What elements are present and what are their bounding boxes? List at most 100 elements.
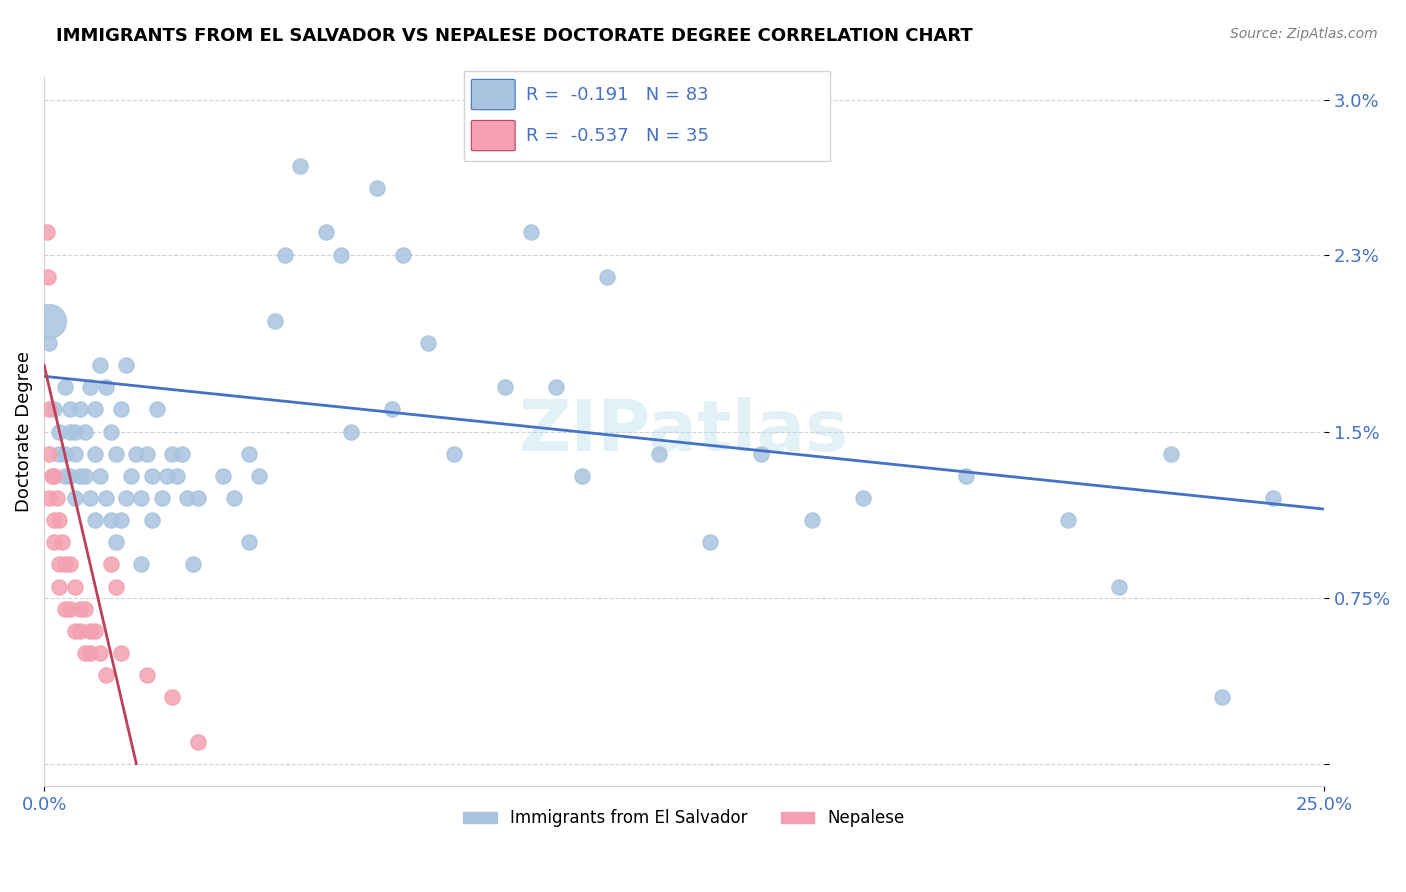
Point: [1261, 491, 1284, 505]
Point: [110, 402, 132, 417]
Point: [141, 513, 163, 527]
Point: [166, 469, 188, 483]
Point: [647, 447, 669, 461]
Point: [69, 601, 91, 615]
Point: [238, 447, 260, 461]
Point: [89, 469, 111, 483]
Point: [48, 513, 70, 527]
Point: [48, 425, 70, 439]
Point: [51, 535, 73, 549]
Point: [79, 646, 101, 660]
Point: [238, 535, 260, 549]
Point: [315, 226, 337, 240]
Point: [391, 247, 413, 261]
Point: [135, 447, 157, 461]
Point: [160, 447, 183, 461]
Point: [131, 491, 153, 505]
Point: [94, 668, 117, 682]
Point: [63, 425, 86, 439]
Point: [53, 469, 76, 483]
Point: [35, 226, 58, 240]
Point: [330, 247, 353, 261]
Point: [48, 558, 70, 572]
Point: [44, 513, 66, 527]
Point: [104, 580, 127, 594]
Point: [100, 558, 122, 572]
Point: [494, 380, 516, 394]
Point: [135, 668, 157, 682]
Point: [79, 491, 101, 505]
Point: [63, 491, 86, 505]
Point: [79, 624, 101, 638]
Point: [79, 380, 101, 394]
Point: [571, 469, 593, 483]
Point: [150, 491, 173, 505]
Text: ZIPatlas: ZIPatlas: [519, 397, 849, 467]
Text: R =  -0.191   N = 83: R = -0.191 N = 83: [526, 86, 709, 103]
Point: [172, 447, 194, 461]
Point: [1108, 580, 1130, 594]
Point: [69, 624, 91, 638]
Point: [1211, 690, 1233, 705]
Point: [59, 402, 82, 417]
Point: [89, 646, 111, 660]
Point: [84, 624, 107, 638]
Point: [45, 491, 67, 505]
Point: [89, 358, 111, 372]
Point: [160, 690, 183, 705]
Point: [48, 447, 70, 461]
Point: [110, 513, 132, 527]
Point: [416, 336, 439, 351]
Point: [44, 402, 66, 417]
Point: [546, 380, 568, 394]
Point: [75, 601, 97, 615]
Point: [187, 734, 209, 748]
Point: [288, 159, 311, 173]
Point: [59, 558, 82, 572]
Point: [115, 491, 138, 505]
Y-axis label: Doctorate Degree: Doctorate Degree: [15, 351, 32, 512]
Point: [59, 469, 82, 483]
FancyBboxPatch shape: [464, 71, 830, 161]
Point: [274, 247, 297, 261]
Point: [120, 469, 142, 483]
Point: [212, 469, 235, 483]
Text: R =  -0.537   N = 35: R = -0.537 N = 35: [526, 127, 709, 145]
Point: [94, 380, 117, 394]
Point: [699, 535, 721, 549]
Point: [104, 535, 127, 549]
Point: [247, 469, 270, 483]
Point: [53, 380, 76, 394]
Point: [468, 136, 491, 151]
Point: [59, 425, 82, 439]
Point: [44, 469, 66, 483]
Point: [100, 425, 122, 439]
Point: [176, 491, 198, 505]
Point: [443, 447, 465, 461]
Point: [37, 269, 59, 284]
Point: [63, 447, 86, 461]
Point: [156, 469, 179, 483]
Point: [41, 469, 63, 483]
Point: [84, 402, 107, 417]
Point: [84, 513, 107, 527]
Point: [53, 601, 76, 615]
Point: [100, 513, 122, 527]
Point: [63, 580, 86, 594]
Point: [69, 402, 91, 417]
FancyBboxPatch shape: [471, 79, 515, 110]
Point: [131, 558, 153, 572]
Point: [381, 402, 404, 417]
Point: [222, 491, 245, 505]
Point: [145, 402, 167, 417]
Point: [38, 402, 60, 417]
Point: [749, 447, 772, 461]
Point: [75, 469, 97, 483]
Point: [94, 491, 117, 505]
Point: [75, 646, 97, 660]
Point: [44, 535, 66, 549]
Point: [53, 447, 76, 461]
Point: [75, 425, 97, 439]
Point: [38, 447, 60, 461]
Point: [48, 580, 70, 594]
